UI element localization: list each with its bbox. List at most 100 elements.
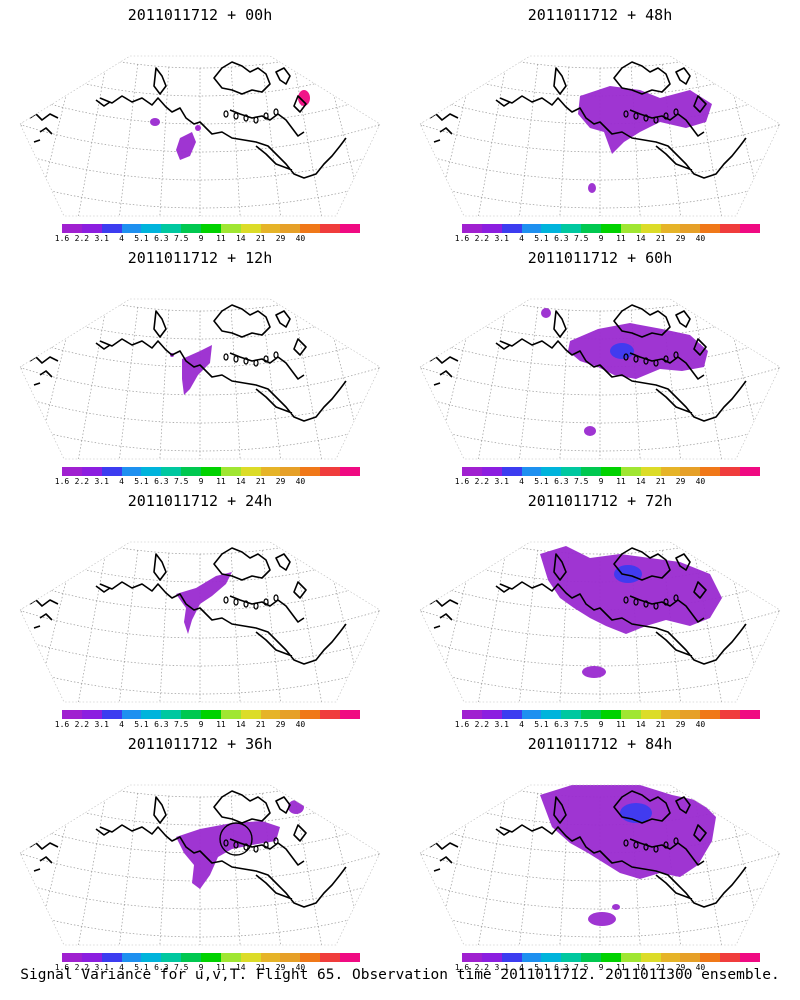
colorbar-tick-label: 14 [635, 477, 646, 486]
colorbar-tick-label: 11 [216, 234, 226, 243]
coastline [429, 828, 511, 872]
colorbar [462, 224, 760, 233]
coastline [29, 585, 111, 629]
colorbar-segment [561, 710, 582, 719]
colorbar-tick-label: 1.6 [54, 234, 70, 243]
colorbar-tick-label: 14 [235, 477, 246, 486]
longitude-gridline [435, 542, 477, 702]
colorbar-segment [340, 710, 360, 719]
colorbar-tick-label: 1.6 [54, 720, 70, 729]
colorbar-segment [101, 953, 122, 962]
colorbar-segment [161, 224, 182, 233]
colorbar-ticks: 1.6 2.2 3.1 4 5.1 6.3 7.5 9 11 14 21 29 40 [400, 963, 800, 973]
island [663, 598, 669, 606]
colorbar-segment [501, 710, 522, 719]
colorbar-tick-label: 29 [275, 963, 286, 972]
colorbar-tick-label: 21 [655, 720, 666, 729]
longitude-gridline [230, 67, 242, 216]
island [673, 351, 679, 359]
longitude-gridline [353, 299, 380, 451]
longitude-gridline [383, 35, 400, 194]
figure-footer: Signal Variance for u,v,T. Flight 65. Ob… [20, 967, 780, 983]
colorbar-segment [300, 224, 321, 233]
colorbar-tick-label: 2.2 [474, 477, 490, 486]
island [243, 114, 249, 122]
colorbar-segment [161, 710, 182, 719]
colorbar-segment [300, 467, 321, 476]
colorbar-segment [62, 953, 82, 962]
colorbar-segment [561, 953, 582, 962]
latitude-gridline [420, 56, 780, 69]
colorbar-tick-label: 9 [198, 720, 204, 729]
colorbar-tick-label: 3.1 [494, 234, 509, 243]
colorbar-tick-label: 4 [519, 477, 525, 486]
colorbar-segment [320, 710, 341, 719]
colorbar-segment [581, 710, 602, 719]
coastline [429, 342, 511, 386]
colorbar [462, 953, 760, 962]
longitude-gridline [323, 56, 365, 216]
colorbar-segment [141, 710, 162, 719]
colorbar-segment [481, 224, 502, 233]
longitude-gridline [661, 64, 683, 216]
longitude-gridline [158, 67, 170, 216]
coastline [153, 304, 307, 356]
longitude-gridline [723, 785, 765, 945]
longitude-gridline [261, 550, 283, 702]
colorbar-tick-label: 14 [235, 963, 246, 972]
colorbar-tick-label: 5.1 [534, 720, 549, 729]
colorbar-tick-label: 6.3 [554, 720, 569, 729]
longitude-gridline [353, 785, 380, 937]
island [273, 594, 279, 602]
colorbar-tick-label: 3.1 [494, 963, 509, 972]
longitude-gridline [158, 553, 170, 702]
colorbar-tick-label: 21 [255, 963, 266, 972]
colorbar-segment [240, 710, 261, 719]
longitude-gridline [476, 302, 508, 459]
coastline [429, 585, 511, 629]
colorbar-tick-label: 21 [255, 477, 266, 486]
longitude-gridline [783, 35, 800, 194]
colorbar-tick-label: 5.1 [134, 234, 149, 243]
colorbar-tick-label: 40 [295, 477, 306, 486]
coastline [429, 99, 511, 143]
variance-region [541, 308, 551, 318]
colorbar-segment [280, 710, 301, 719]
panel-title: 2011011712 + 72h [527, 492, 673, 510]
colorbar-segment [462, 224, 482, 233]
longitude-gridline [261, 64, 283, 216]
forecast-panel: 2011011712 + 12h 1.6 2.2 3.1 4 5.1 6.3 7.5 9 11 14… [0, 243, 400, 486]
colorbar-tick-label: 11 [216, 720, 226, 729]
colorbar-segment [340, 953, 360, 962]
colorbar-tick-label: 6.3 [154, 720, 169, 729]
colorbar-tick-label: 14 [235, 234, 246, 243]
colorbar-segment [541, 467, 562, 476]
longitude-gridline [723, 542, 765, 702]
colorbar-tick-label: 40 [295, 234, 306, 243]
island [643, 600, 649, 608]
longitude-gridline [292, 302, 324, 459]
coastline [153, 61, 307, 113]
colorbar-segment [640, 467, 661, 476]
island [273, 351, 279, 359]
colorbar-tick-label: 11 [616, 963, 626, 972]
colorbar-tick-label: 7.5 [573, 963, 589, 972]
longitude-gridline [783, 521, 800, 680]
island [633, 112, 639, 120]
colorbar-segment [541, 953, 562, 962]
longitude-gridline [383, 278, 400, 437]
island [233, 355, 239, 363]
colorbar-tick-label: 11 [216, 963, 226, 972]
colorbar-segment [320, 953, 341, 962]
colorbar-tick-label: 40 [695, 477, 706, 486]
colorbar-segment [521, 467, 542, 476]
island [663, 112, 669, 120]
highlight-circle [219, 822, 253, 856]
longitude-gridline [692, 302, 724, 459]
forecast-panel: 2011011712 + 72h 1.6 2.2 3.1 4 5.1 6.3 7.5 9 11 14… [400, 486, 800, 729]
colorbar-tick-label: 1.6 [54, 477, 70, 486]
variance-region [588, 912, 616, 926]
colorbar-segment [640, 224, 661, 233]
coastline [499, 95, 747, 179]
coastline [499, 338, 747, 422]
